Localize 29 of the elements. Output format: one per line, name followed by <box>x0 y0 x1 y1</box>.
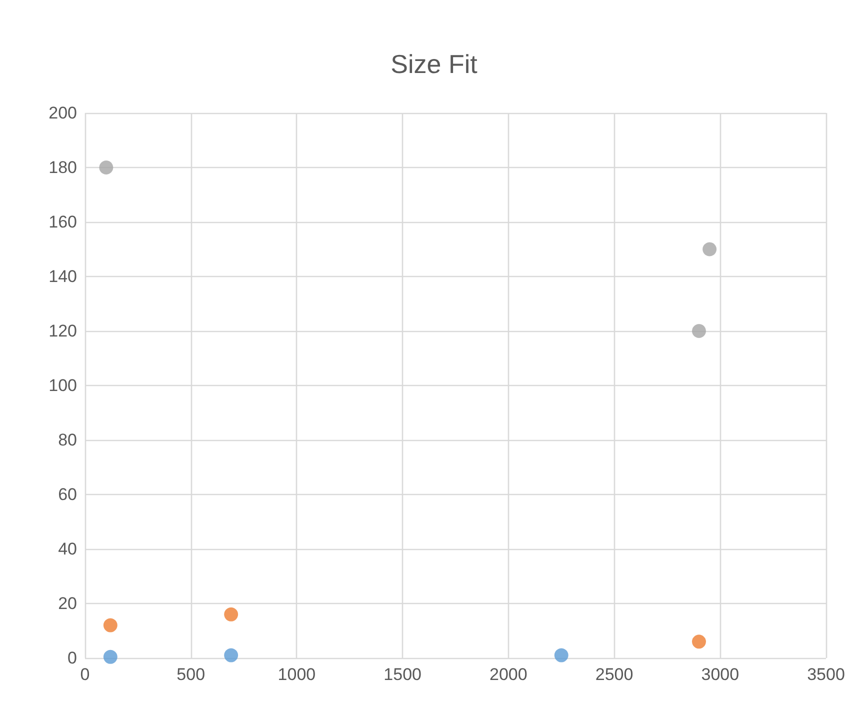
x-tick-label: 2500 <box>595 665 634 684</box>
point <box>692 634 706 649</box>
x-tick-label: 3000 <box>701 665 740 684</box>
point <box>702 242 717 256</box>
x-tick-label: 500 <box>176 665 206 684</box>
point <box>99 160 114 174</box>
chart-title: Size Fit <box>390 49 478 79</box>
y-tick-label: 180 <box>48 158 77 177</box>
point <box>224 648 238 662</box>
x-tick-label: 1500 <box>384 665 422 684</box>
x-tick-label: 3500 <box>807 665 845 684</box>
point <box>103 618 118 632</box>
x-tick-label: 0 <box>80 665 90 684</box>
y-tick-label: 0 <box>68 648 77 668</box>
point <box>103 650 118 664</box>
y-tick-label: 120 <box>48 322 77 340</box>
y-tick-label: 140 <box>48 267 77 286</box>
y-tick-label: 40 <box>58 540 77 558</box>
y-tick-label: 80 <box>58 430 77 450</box>
y-tick-label: 20 <box>58 594 77 613</box>
y-tick-label: 160 <box>48 212 77 232</box>
y-tick-label: 100 <box>48 376 77 395</box>
y-tick-label: 60 <box>58 485 77 504</box>
x-tick-label: 1000 <box>278 665 316 684</box>
point <box>692 324 706 338</box>
point <box>554 648 568 662</box>
x-tick-label: 2000 <box>490 665 528 684</box>
point <box>224 607 238 622</box>
y-tick-label: 200 <box>48 104 77 122</box>
